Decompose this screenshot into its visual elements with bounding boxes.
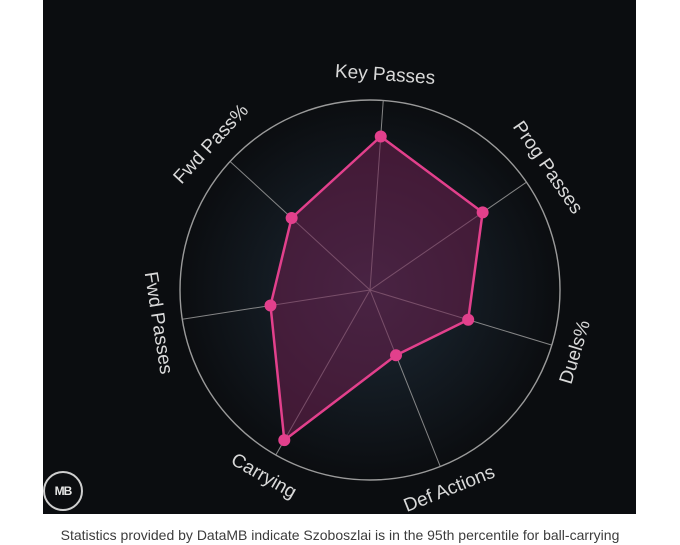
data-point (476, 206, 489, 219)
axis-label: Duels% (556, 318, 595, 387)
data-point (278, 434, 291, 447)
data-point (462, 313, 475, 326)
data-point (264, 299, 277, 312)
data-point (390, 349, 403, 362)
radar-chart-panel: Key Passes Prog Passes Duels% Def Actions Ca… (43, 0, 636, 514)
data-point (374, 130, 387, 143)
axis-label: Key Passes (334, 61, 436, 89)
logo-text: MB (54, 484, 73, 498)
data-point (285, 212, 298, 225)
data-polygon (269, 135, 484, 442)
axis-label: Fwd Passes (140, 270, 177, 375)
caption-text: Statistics provided by DataMB indicate S… (60, 527, 620, 543)
datamb-logo: MB (43, 471, 83, 511)
